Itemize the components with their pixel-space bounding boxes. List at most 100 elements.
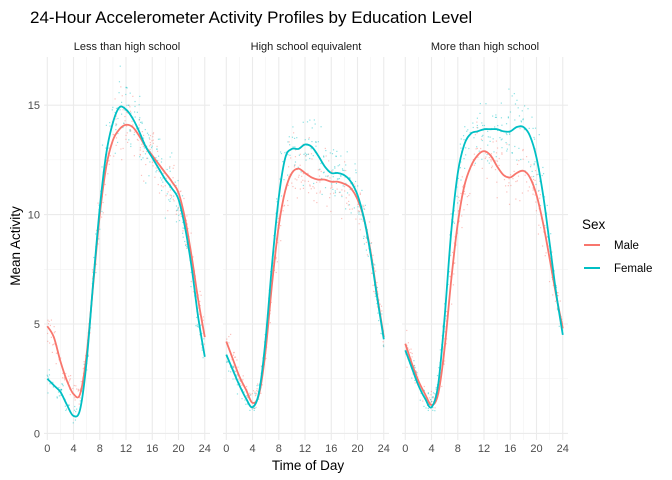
chart-title: 24-Hour Accelerometer Activity Profiles … [30, 8, 472, 27]
data-point [47, 375, 49, 378]
data-point [341, 189, 343, 191]
data-point [58, 395, 60, 397]
data-point [522, 119, 524, 121]
data-point [519, 127, 521, 130]
data-point [521, 192, 524, 194]
data-point [500, 130, 502, 133]
data-point [361, 189, 363, 191]
data-point [179, 213, 182, 215]
data-point [185, 243, 187, 245]
data-point [61, 383, 63, 385]
data-point [255, 392, 257, 394]
data-point [344, 176, 346, 178]
data-point [124, 109, 126, 111]
data-point [531, 170, 533, 172]
data-point [359, 210, 361, 212]
data-point [246, 395, 248, 397]
data-point [372, 284, 374, 286]
data-point [63, 377, 65, 379]
data-point [175, 210, 178, 212]
data-point [126, 104, 128, 106]
series-line-male [46, 123, 206, 399]
data-point [351, 208, 353, 210]
data-point [547, 245, 549, 247]
data-point [495, 160, 497, 162]
data-point [49, 324, 51, 327]
data-point [472, 164, 474, 166]
data-point [199, 304, 201, 307]
data-point [236, 359, 238, 361]
data-point [149, 138, 151, 140]
data-point [486, 153, 488, 156]
data-point [319, 181, 321, 183]
data-point [453, 222, 455, 224]
data-point [115, 123, 118, 125]
data-point [276, 221, 278, 223]
data-point [61, 383, 64, 385]
data-point [190, 271, 192, 274]
data-point [123, 122, 125, 124]
data-point [226, 361, 228, 363]
data-point [538, 189, 540, 192]
data-point [523, 129, 526, 131]
data-point [408, 349, 410, 351]
data-point [230, 371, 232, 373]
data-point [376, 302, 378, 305]
data-point [49, 383, 51, 385]
data-point [463, 190, 465, 193]
data-point [540, 227, 542, 229]
data-point [500, 102, 502, 104]
data-point [151, 140, 153, 142]
data-point [546, 236, 548, 238]
data-point [101, 210, 103, 213]
data-point [485, 156, 487, 158]
data-point [382, 345, 384, 347]
data-point [201, 349, 203, 351]
data-point [373, 263, 375, 265]
data-point [374, 292, 376, 295]
data-point [113, 134, 115, 136]
data-point [548, 280, 551, 283]
data-point [483, 124, 485, 127]
data-point [411, 352, 413, 355]
data-point [287, 154, 289, 156]
data-point [331, 185, 333, 187]
data-point [152, 165, 154, 167]
data-point [246, 395, 248, 397]
data-point [228, 370, 230, 372]
data-point [121, 95, 123, 97]
data-point [512, 178, 514, 180]
x-tick-label: 8 [276, 443, 282, 455]
data-point [169, 189, 172, 191]
data-point [338, 177, 341, 180]
data-point [159, 138, 161, 140]
data-point [91, 278, 94, 280]
data-point [105, 159, 107, 162]
data-point [161, 189, 163, 192]
data-point [186, 247, 188, 249]
data-point [321, 193, 323, 196]
data-point [466, 130, 468, 132]
data-point [430, 399, 432, 401]
data-point [256, 385, 258, 387]
data-point [272, 265, 274, 267]
data-point [246, 403, 249, 405]
data-point [162, 181, 164, 183]
data-point [287, 204, 289, 207]
data-point [172, 167, 174, 169]
data-point [202, 357, 204, 359]
data-point [487, 136, 489, 138]
data-point [533, 138, 536, 140]
data-point [374, 295, 376, 298]
data-point [487, 130, 489, 132]
data-point [122, 109, 124, 111]
data-point [165, 195, 167, 197]
data-point [526, 181, 528, 183]
data-point [366, 237, 368, 240]
data-point [444, 360, 446, 362]
data-point [414, 382, 416, 384]
data-point [346, 202, 348, 204]
data-point [251, 392, 253, 395]
data-point [168, 199, 170, 201]
data-point [534, 170, 537, 172]
